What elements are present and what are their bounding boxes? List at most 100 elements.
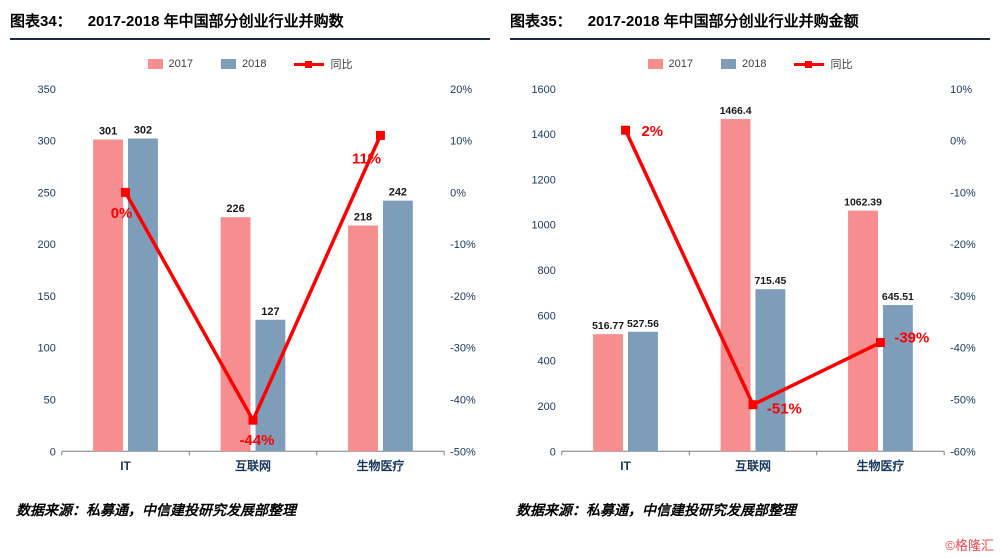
line-marker <box>248 415 258 425</box>
legend-square-icon <box>805 60 813 68</box>
legend-label: 2018 <box>242 58 267 70</box>
line-marker <box>748 400 758 410</box>
yoy-line <box>623 129 882 407</box>
bar-value-label: 1466.4 <box>720 106 752 117</box>
legend-item: 2017 <box>147 58 193 70</box>
chart-panel-35: 图表35： 2017-2018 年中国部分创业行业并购金额 2017 2018 同比 … <box>500 0 1000 558</box>
legend-item: 2018 <box>221 58 266 70</box>
bar-2017 <box>220 217 251 452</box>
category-label: IT <box>120 459 131 473</box>
chart-35-plot: 0 200 400 600 800 1000 1200 1400 1600 -60% -50% -40… <box>531 84 976 473</box>
left-axis-tick-label: 200 <box>38 239 56 251</box>
chart-title-prefix: 图表34： <box>10 13 72 30</box>
left-axis-tick-label: 800 <box>538 265 556 277</box>
line-value-label: -51% <box>767 401 802 418</box>
chart-title-prefix: 图表35： <box>510 13 572 30</box>
legend-label: 2017 <box>668 58 693 70</box>
category-label: 生物医疗 <box>357 458 405 473</box>
bar-2018 <box>628 331 658 452</box>
bar-2017 <box>93 139 124 452</box>
right-axis-tick-label: -50% <box>450 446 476 458</box>
bar-2018 <box>128 138 158 452</box>
line-marker <box>875 338 885 348</box>
legend-line-marker-icon <box>794 60 825 69</box>
bar-value-label: 302 <box>134 125 152 137</box>
chart-title: 图表34： 2017-2018 年中国部分创业行业并购数 <box>10 10 490 31</box>
title-divider <box>510 38 990 40</box>
bar-2017 <box>593 334 624 452</box>
right-axis-tick-label: -10% <box>450 239 476 251</box>
bar-2018 <box>755 289 786 452</box>
legend: 2017 2018 同比 <box>510 56 990 72</box>
left-axis-tick-label: 0 <box>50 446 56 458</box>
bar-value-label: 127 <box>261 306 279 318</box>
legend-label: 2018 <box>742 58 767 70</box>
left-axis-tick-label: 150 <box>38 291 56 303</box>
right-axis-tick-label: -30% <box>450 343 476 355</box>
left-axis-tick-label: 0 <box>550 446 556 458</box>
line-marker <box>621 125 630 135</box>
legend-item: 同比 <box>294 56 352 72</box>
left-axis-tick-label: 50 <box>44 394 56 406</box>
right-axis-tick-label: 0% <box>950 136 966 148</box>
line-value-label: -44% <box>240 432 275 449</box>
bar-2018 <box>382 200 413 452</box>
right-axis-tick-label: -50% <box>950 394 976 406</box>
left-axis-tick-label: 100 <box>38 343 56 355</box>
left-axis-tick-label: 1000 <box>531 220 555 232</box>
bar-value-label: 516.77 <box>592 321 624 332</box>
legend-line-marker-icon <box>294 60 325 69</box>
watermark: ©格隆汇 <box>945 538 994 553</box>
right-axis-tick-label: 10% <box>950 84 972 96</box>
line-marker <box>121 187 130 197</box>
chart-title: 图表35： 2017-2018 年中国部分创业行业并购金额 <box>510 10 990 31</box>
legend: 2017 2018 同比 <box>10 56 490 72</box>
yoy-line <box>123 134 383 422</box>
source-note: 数据来源：私募通，中信建投研究发展部整理 <box>516 504 796 519</box>
legend-square-icon <box>305 60 313 68</box>
left-axis-tick-label: 1400 <box>531 129 555 141</box>
legend-swatch-icon <box>147 59 163 69</box>
category-label: IT <box>620 459 631 473</box>
right-axis-tick-label: -40% <box>450 394 476 406</box>
left-axis-tick-label: 600 <box>538 310 556 322</box>
right-axis-tick-label: -20% <box>450 291 476 303</box>
bar-2017 <box>848 210 878 452</box>
right-axis-tick-label: -60% <box>950 446 976 458</box>
chart-panel-34: 图表34： 2017-2018 年中国部分创业行业并购数 2017 2018 同比 0… <box>10 10 490 519</box>
right-axis-tick-label: -30% <box>950 291 976 303</box>
legend-item: 2018 <box>721 58 766 70</box>
chart-title-text: 2017-2018 年中国部分创业行业并购数 <box>87 13 344 30</box>
bar-value-label: 226 <box>226 203 244 215</box>
legend-swatch-icon <box>221 59 236 69</box>
line-marker <box>375 130 385 140</box>
line-value-label: 0% <box>111 205 133 222</box>
right-axis-tick-label: 10% <box>450 136 472 148</box>
bar-value-label: 242 <box>389 187 407 199</box>
line-value-label: -39% <box>894 330 929 347</box>
bar-value-label: 301 <box>99 126 117 138</box>
right-axis-tick-label: -10% <box>950 187 976 199</box>
right-axis-tick-label: -40% <box>950 343 976 355</box>
bar-value-label: 645.51 <box>882 292 914 303</box>
legend-swatch-icon <box>721 59 736 69</box>
legend-label: 2017 <box>168 58 193 70</box>
bar-value-label: 1062.39 <box>844 198 882 209</box>
line-value-label: 11% <box>352 150 381 167</box>
legend-item: 2017 <box>647 58 693 70</box>
bar-value-label: 715.45 <box>754 276 786 287</box>
left-axis-tick-label: 400 <box>538 356 556 368</box>
left-axis-tick-label: 350 <box>38 84 56 96</box>
legend-label: 同比 <box>830 59 853 71</box>
category-label: 互联网 <box>235 459 271 473</box>
chart-34-plot: 0 50 100 150 200 250 300 350 -50% -40% -30% -20% -10… <box>38 84 476 473</box>
right-axis-tick-label: -20% <box>950 239 976 251</box>
right-axis-tick-label: 20% <box>450 84 472 96</box>
left-axis-tick-label: 250 <box>38 187 56 199</box>
left-axis-tick-label: 1600 <box>531 84 555 96</box>
category-label: 生物医疗 <box>857 458 905 473</box>
right-axis-tick-label: 0% <box>450 187 466 199</box>
title-divider <box>10 38 490 40</box>
bar-value-label: 527.56 <box>627 319 659 330</box>
